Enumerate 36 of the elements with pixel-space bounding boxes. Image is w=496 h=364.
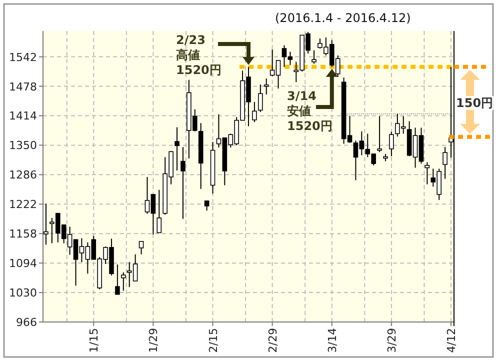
y-tick-label: 1478 <box>9 80 37 94</box>
candlestick <box>258 84 263 113</box>
y-tick-label: 966 <box>16 316 37 329</box>
x-tick-label: 1/29 <box>147 328 160 353</box>
y-tick-label: 1158 <box>9 228 37 241</box>
candlestick <box>115 264 120 295</box>
y-tick-label: 1286 <box>9 168 37 182</box>
candlestick <box>138 240 144 255</box>
y-tick-label: 1414 <box>9 110 37 123</box>
candlestick <box>121 272 126 292</box>
x-tick-label: 4/12 <box>445 328 458 353</box>
y-tick-label: 1542 <box>9 50 37 64</box>
candlestick <box>252 101 257 123</box>
candlestick <box>174 126 180 172</box>
candlestick <box>44 203 48 246</box>
candlestick <box>442 146 448 180</box>
x-tick-label: 3/29 <box>385 328 398 353</box>
x-tick-label: 1/15 <box>88 328 101 353</box>
y-tick-label: 1094 <box>9 257 37 270</box>
x-tick-label: 3/14 <box>326 328 339 353</box>
candlestick <box>180 146 186 220</box>
annotation: 2/23 高値 1520円 <box>176 33 222 77</box>
candlestick <box>424 162 430 185</box>
chart-subtitle: (2016.1.4 - 2016.4.12) <box>275 11 411 25</box>
candlestick <box>389 131 394 157</box>
candlestick <box>156 189 162 234</box>
y-tick-label: 1222 <box>9 198 37 212</box>
annotation: 3/14 安値 1520円 <box>287 89 332 133</box>
y-tick-label: 1350 <box>9 139 37 152</box>
text: 150円 <box>456 96 494 110</box>
candlestick <box>264 78 269 96</box>
x-tick-label: 2/29 <box>266 328 280 353</box>
candlestick <box>312 50 316 64</box>
candlestick <box>377 116 382 153</box>
x-tick-label: 2/15 <box>206 328 220 353</box>
y-tick-label: 1030 <box>9 286 37 300</box>
